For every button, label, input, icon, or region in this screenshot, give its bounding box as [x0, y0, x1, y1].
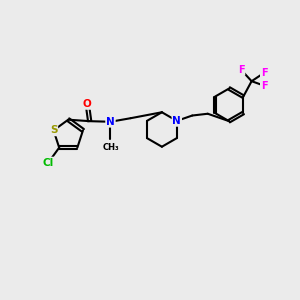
Text: O: O [83, 99, 92, 109]
Text: N: N [172, 116, 181, 126]
Text: Cl: Cl [43, 158, 54, 168]
Text: F: F [261, 81, 267, 91]
Text: S: S [50, 125, 57, 135]
Text: F: F [238, 65, 244, 75]
Text: F: F [261, 68, 267, 78]
Text: CH₃: CH₃ [102, 142, 119, 152]
Text: N: N [106, 117, 115, 127]
